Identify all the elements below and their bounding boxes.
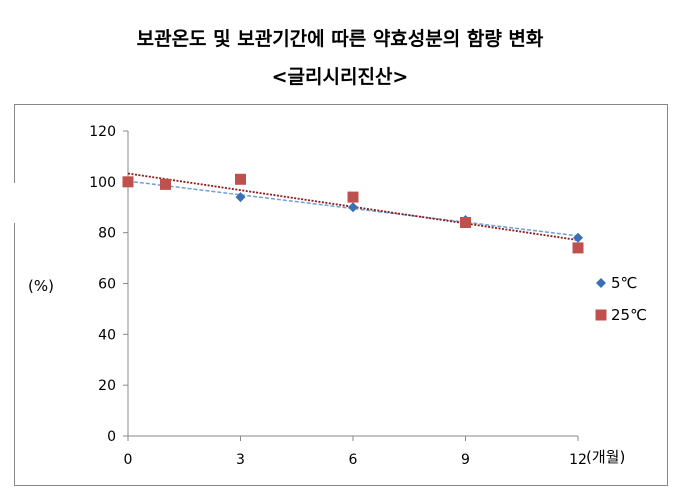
chart-title: 보관온도 및 보관기간에 따른 약효성분의 함량 변화 [136, 28, 544, 50]
axes [123, 130, 579, 441]
data-point-25c [160, 178, 171, 190]
tick-labels: 0 20 40 60 80 100 120 0 3 6 9 12 [89, 124, 587, 468]
data-points [122, 173, 584, 254]
x-axis-unit-label: (개월) [586, 448, 625, 466]
data-point-5c [235, 192, 246, 203]
y-tick-label: 120 [89, 124, 116, 140]
y-tick-label: 80 [98, 226, 116, 242]
y-tick-label: 100 [89, 175, 116, 191]
y-tick-label: 20 [98, 378, 116, 394]
x-tick-label: 6 [349, 452, 358, 468]
legend-marker-25c [595, 309, 607, 321]
frame-gap [10, 183, 18, 223]
chart-subtitle: <글리시리진산> [271, 66, 409, 88]
data-point-25c [347, 191, 359, 203]
trendlines [127, 172, 579, 241]
legend-marker-5c [596, 278, 606, 288]
trendline-25c [127, 172, 579, 241]
x-tick-label: 12 [569, 452, 587, 468]
data-point-25c [235, 173, 246, 185]
y-tick-label: 60 [98, 277, 116, 293]
legend-label-25c: 25℃ [611, 306, 647, 324]
legend: 5℃ 25℃ [595, 274, 647, 324]
data-point-25c [122, 176, 134, 188]
y-tick-label: 0 [107, 429, 116, 445]
legend-label-5c: 5℃ [611, 274, 637, 292]
x-tick-label: 0 [124, 452, 133, 468]
trendline-5c [127, 180, 579, 237]
x-tick-label: 9 [461, 452, 470, 468]
x-tick-label: 3 [236, 452, 245, 468]
data-point-25c [572, 242, 584, 254]
y-tick-label: 40 [98, 327, 116, 343]
data-point-5c [573, 232, 583, 243]
data-point-5c [348, 202, 358, 213]
data-point-25c [460, 217, 471, 228]
plot-frame [14, 104, 668, 486]
y-axis-label: (%) [28, 277, 54, 295]
